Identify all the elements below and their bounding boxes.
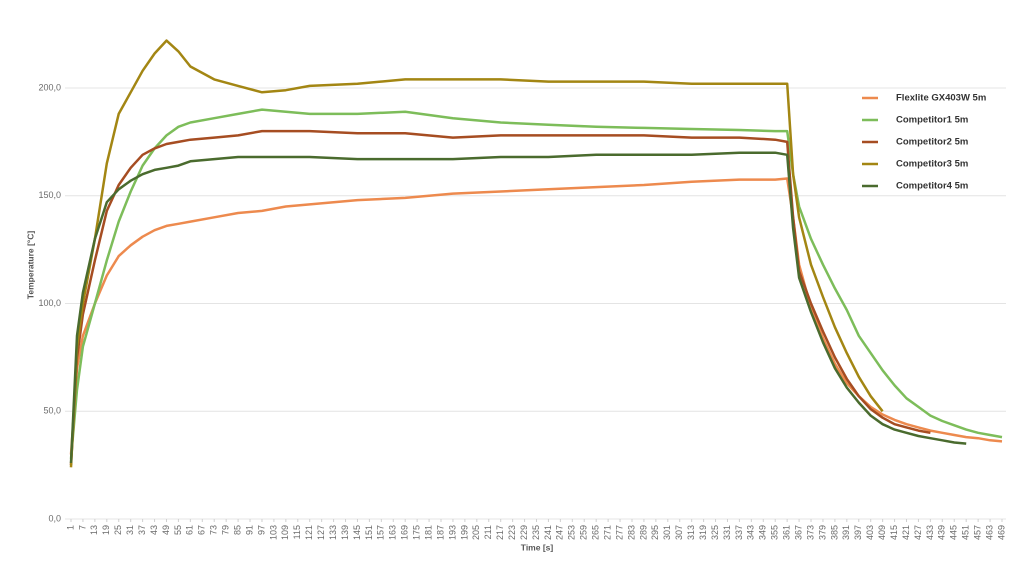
x-tick-label: 361 <box>782 525 792 540</box>
series-line <box>69 151 967 464</box>
x-tick-label: 25 <box>113 525 123 535</box>
legend-label: Flexlite GX403W 5m <box>896 93 986 104</box>
x-tick-label: 265 <box>591 525 601 540</box>
x-tick-label: 289 <box>638 525 648 540</box>
x-tick-label: 199 <box>459 525 469 540</box>
legend-label: Competitor4 5m <box>896 181 968 192</box>
x-tick-label: 145 <box>352 525 362 540</box>
series-line <box>69 108 1003 459</box>
x-tick-label: 19 <box>101 525 111 535</box>
x-tick-label: 103 <box>268 525 278 540</box>
x-tick-label: 451 <box>961 525 971 540</box>
y-tick-label: 200,0 <box>38 82 61 92</box>
x-tick-label: 193 <box>447 525 457 540</box>
x-tick-label: 385 <box>829 525 839 540</box>
x-tick-label: 121 <box>304 525 314 540</box>
x-tick-label: 259 <box>579 525 589 540</box>
x-tick-label: 439 <box>937 525 947 540</box>
x-tick-label: 241 <box>543 525 553 540</box>
x-tick-label: 205 <box>471 525 481 540</box>
x-tick-label: 109 <box>280 525 290 540</box>
x-tick-label: 427 <box>913 525 923 540</box>
x-tick-label: 445 <box>949 525 959 540</box>
y-axis-title: Temperature [°C] <box>25 231 35 300</box>
x-tick-label: 211 <box>483 525 493 539</box>
x-tick-label: 469 <box>996 525 1006 540</box>
x-tick-label: 1 <box>65 525 75 530</box>
x-tick-label: 337 <box>734 525 744 540</box>
x-tick-label: 163 <box>388 525 398 540</box>
series-line <box>69 129 931 466</box>
x-tick-label: 49 <box>161 525 171 535</box>
x-tick-label: 217 <box>495 525 505 540</box>
x-tick-label: 379 <box>817 525 827 540</box>
x-tick-label: 223 <box>507 525 517 540</box>
x-tick-label: 277 <box>614 525 624 540</box>
series-line <box>69 39 884 468</box>
x-tick-label: 169 <box>400 525 410 540</box>
x-tick-label: 151 <box>364 525 374 540</box>
x-tick-label: 373 <box>805 525 815 540</box>
x-tick-label: 67 <box>197 525 207 535</box>
x-tick-label: 415 <box>889 525 899 540</box>
x-tick-label: 229 <box>519 525 529 540</box>
legend-label: Competitor3 5m <box>896 159 968 170</box>
x-tick-label: 355 <box>770 525 780 540</box>
x-tick-label: 409 <box>877 525 887 540</box>
x-tick-label: 73 <box>209 525 219 535</box>
x-tick-label: 181 <box>423 525 433 540</box>
x-tick-label: 457 <box>973 525 983 540</box>
x-tick-label: 43 <box>149 525 159 535</box>
x-tick-label: 133 <box>328 525 338 540</box>
x-tick-label: 157 <box>376 525 386 540</box>
x-tick-label: 235 <box>531 525 541 540</box>
x-tick-label: 397 <box>853 525 863 540</box>
x-tick-label: 295 <box>650 525 660 540</box>
x-tick-label: 421 <box>901 525 911 540</box>
x-tick-label: 55 <box>173 525 183 535</box>
x-tick-label: 331 <box>722 525 732 540</box>
x-tick-label: 271 <box>602 525 612 540</box>
x-tick-label: 343 <box>746 525 756 540</box>
x-tick-label: 175 <box>412 525 422 540</box>
x-tick-label: 433 <box>925 525 935 540</box>
y-tick-label: 0,0 <box>48 513 61 523</box>
x-tick-label: 403 <box>865 525 875 540</box>
x-tick-label: 349 <box>758 525 768 540</box>
x-tick-label: 31 <box>125 525 135 535</box>
x-tick-label: 307 <box>674 525 684 540</box>
x-tick-label: 463 <box>984 525 994 540</box>
x-tick-label: 139 <box>340 525 350 540</box>
y-tick-label: 150,0 <box>38 190 61 200</box>
x-tick-label: 91 <box>244 525 254 535</box>
x-tick-label: 127 <box>316 525 326 540</box>
x-tick-label: 13 <box>89 525 99 535</box>
legend-label: Competitor1 5m <box>896 115 968 126</box>
x-tick-label: 187 <box>435 525 445 540</box>
y-tick-label: 100,0 <box>38 298 61 308</box>
x-tick-label: 313 <box>686 525 696 540</box>
x-tick-label: 61 <box>185 525 195 535</box>
x-tick-label: 253 <box>567 525 577 540</box>
x-tick-label: 85 <box>232 525 242 535</box>
x-tick-label: 115 <box>292 525 302 539</box>
x-tick-label: 301 <box>662 525 672 540</box>
x-tick-label: 367 <box>793 525 803 540</box>
x-tick-label: 247 <box>555 525 565 540</box>
x-tick-label: 7 <box>77 525 87 530</box>
x-tick-label: 325 <box>710 525 720 540</box>
x-axis-title: Time [s] <box>521 542 554 552</box>
x-tick-label: 97 <box>256 525 266 535</box>
x-tick-label: 37 <box>137 525 147 535</box>
x-tick-label: 391 <box>841 525 851 540</box>
legend-label: Competitor2 5m <box>896 137 968 148</box>
y-tick-label: 50,0 <box>43 406 61 416</box>
x-tick-label: 283 <box>626 525 636 540</box>
x-tick-label: 319 <box>698 525 708 540</box>
x-tick-label: 79 <box>221 525 231 535</box>
series-line <box>69 177 1003 455</box>
